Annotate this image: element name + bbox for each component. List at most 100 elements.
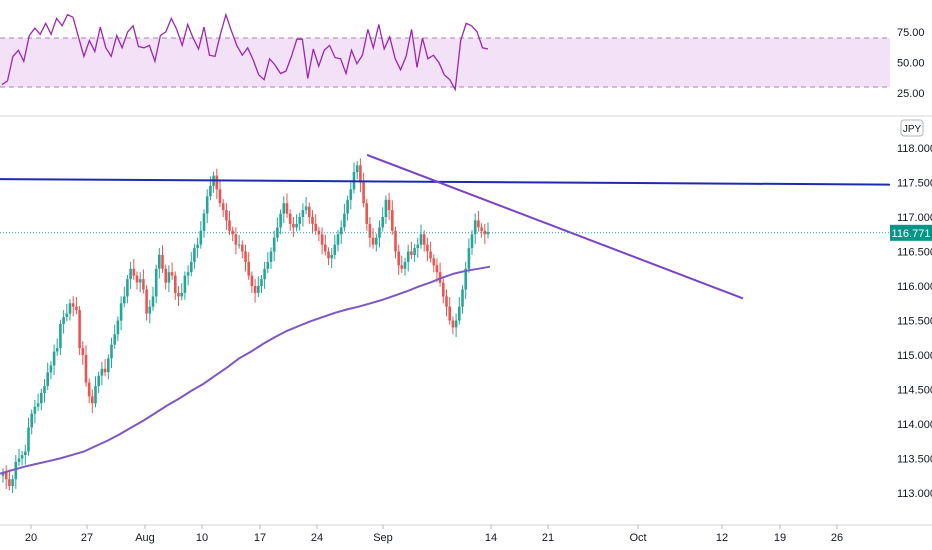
candle-body: [62, 317, 65, 324]
candle: [483, 223, 487, 244]
candle: [257, 276, 260, 297]
candle: [304, 197, 308, 215]
candle-body: [260, 279, 263, 286]
candle-body: [161, 254, 164, 269]
candle-body: [30, 413, 33, 428]
time-axis[interactable]: 20 27 Aug 10 17 24 Sep 14 21 Oct 12 19 26: [25, 525, 843, 544]
candle: [295, 214, 298, 232]
candle: [55, 338, 59, 356]
horizontal-resistance-line[interactable]: [0, 178, 891, 186]
candle: [461, 285, 464, 314]
candle: [30, 409, 33, 435]
candle-body: [330, 254, 333, 259]
candle-body: [282, 203, 286, 214]
candle-body: [27, 427, 30, 452]
currency-badge[interactable]: JPY: [900, 119, 924, 137]
candle: [107, 354, 110, 380]
candle-body: [215, 175, 219, 190]
candle-body: [234, 234, 238, 245]
candle-body: [221, 203, 225, 211]
candle-body: [81, 348, 85, 355]
candle: [154, 264, 158, 304]
candle: [1, 468, 5, 483]
time-tick-label: 21: [542, 532, 554, 544]
candle-body: [250, 275, 254, 286]
time-tick-label: 24: [311, 532, 323, 544]
candle: [346, 195, 349, 221]
candle: [119, 296, 123, 331]
rsi-tick-label: 25.00: [897, 88, 925, 100]
candle-body: [225, 210, 228, 221]
candle: [20, 450, 24, 466]
candle-body: [435, 265, 439, 273]
candle-body: [470, 234, 474, 249]
candle: [116, 316, 120, 342]
candle: [406, 244, 410, 272]
candle-body: [180, 292, 183, 297]
candle: [174, 271, 177, 300]
candle-body: [148, 306, 152, 314]
candle: [8, 469, 11, 491]
candle-body: [451, 320, 455, 328]
candle: [49, 361, 53, 380]
candle-body: [422, 234, 426, 245]
candle: [151, 286, 155, 311]
candle: [301, 203, 305, 227]
candle: [324, 234, 327, 256]
candle: [234, 227, 238, 255]
candle-body: [237, 244, 241, 246]
candle-body: [442, 282, 445, 297]
candle-body: [288, 213, 292, 224]
time-tick-label: 17: [254, 532, 266, 544]
candle-body: [164, 268, 167, 283]
candle: [422, 230, 426, 252]
candle: [196, 237, 199, 258]
candle-body: [365, 203, 368, 224]
candle: [400, 255, 404, 273]
candle-body: [394, 230, 397, 252]
candle-body: [458, 306, 461, 321]
candle-body: [416, 244, 420, 248]
candle: [330, 248, 333, 269]
rsi-line: [1, 12, 489, 92]
candle: [193, 243, 196, 269]
candle-body: [190, 261, 193, 273]
candle: [126, 275, 129, 304]
candle-body: [359, 165, 362, 183]
candle: [480, 223, 483, 238]
candle-body: [467, 248, 471, 269]
descending-trendline[interactable]: [366, 153, 744, 300]
candle: [164, 264, 167, 290]
candle: [269, 247, 273, 269]
candle: [231, 226, 234, 242]
candle: [218, 179, 222, 208]
candle-body: [384, 199, 388, 218]
candle-body: [55, 348, 59, 352]
candle-body: [145, 289, 148, 314]
candle: [359, 158, 362, 193]
candle-body: [464, 268, 467, 290]
rsi-pane: 75.00 50.00 25.00: [0, 12, 925, 100]
price-pane: 118.000 117.500 117.000 116.500 116.000 115.5…: [0, 119, 932, 500]
time-tick-label: Sep: [373, 532, 393, 544]
candle: [170, 262, 174, 280]
candle: [311, 210, 314, 234]
candle-body: [78, 310, 81, 349]
candle-body: [295, 223, 298, 228]
price-tick-label: 116.000: [897, 281, 932, 293]
candle: [221, 199, 225, 217]
candle-body: [339, 227, 343, 235]
candle-body: [174, 275, 177, 293]
candle-body: [231, 230, 234, 235]
candle: [199, 221, 203, 249]
candle: [381, 207, 384, 232]
candle-body: [132, 268, 136, 276]
candle-body: [320, 234, 324, 245]
candle-body: [113, 334, 116, 345]
candle-body: [142, 279, 145, 290]
candle: [228, 210, 231, 235]
candle: [40, 388, 43, 411]
candle-body: [33, 406, 37, 414]
candle: [320, 227, 324, 255]
